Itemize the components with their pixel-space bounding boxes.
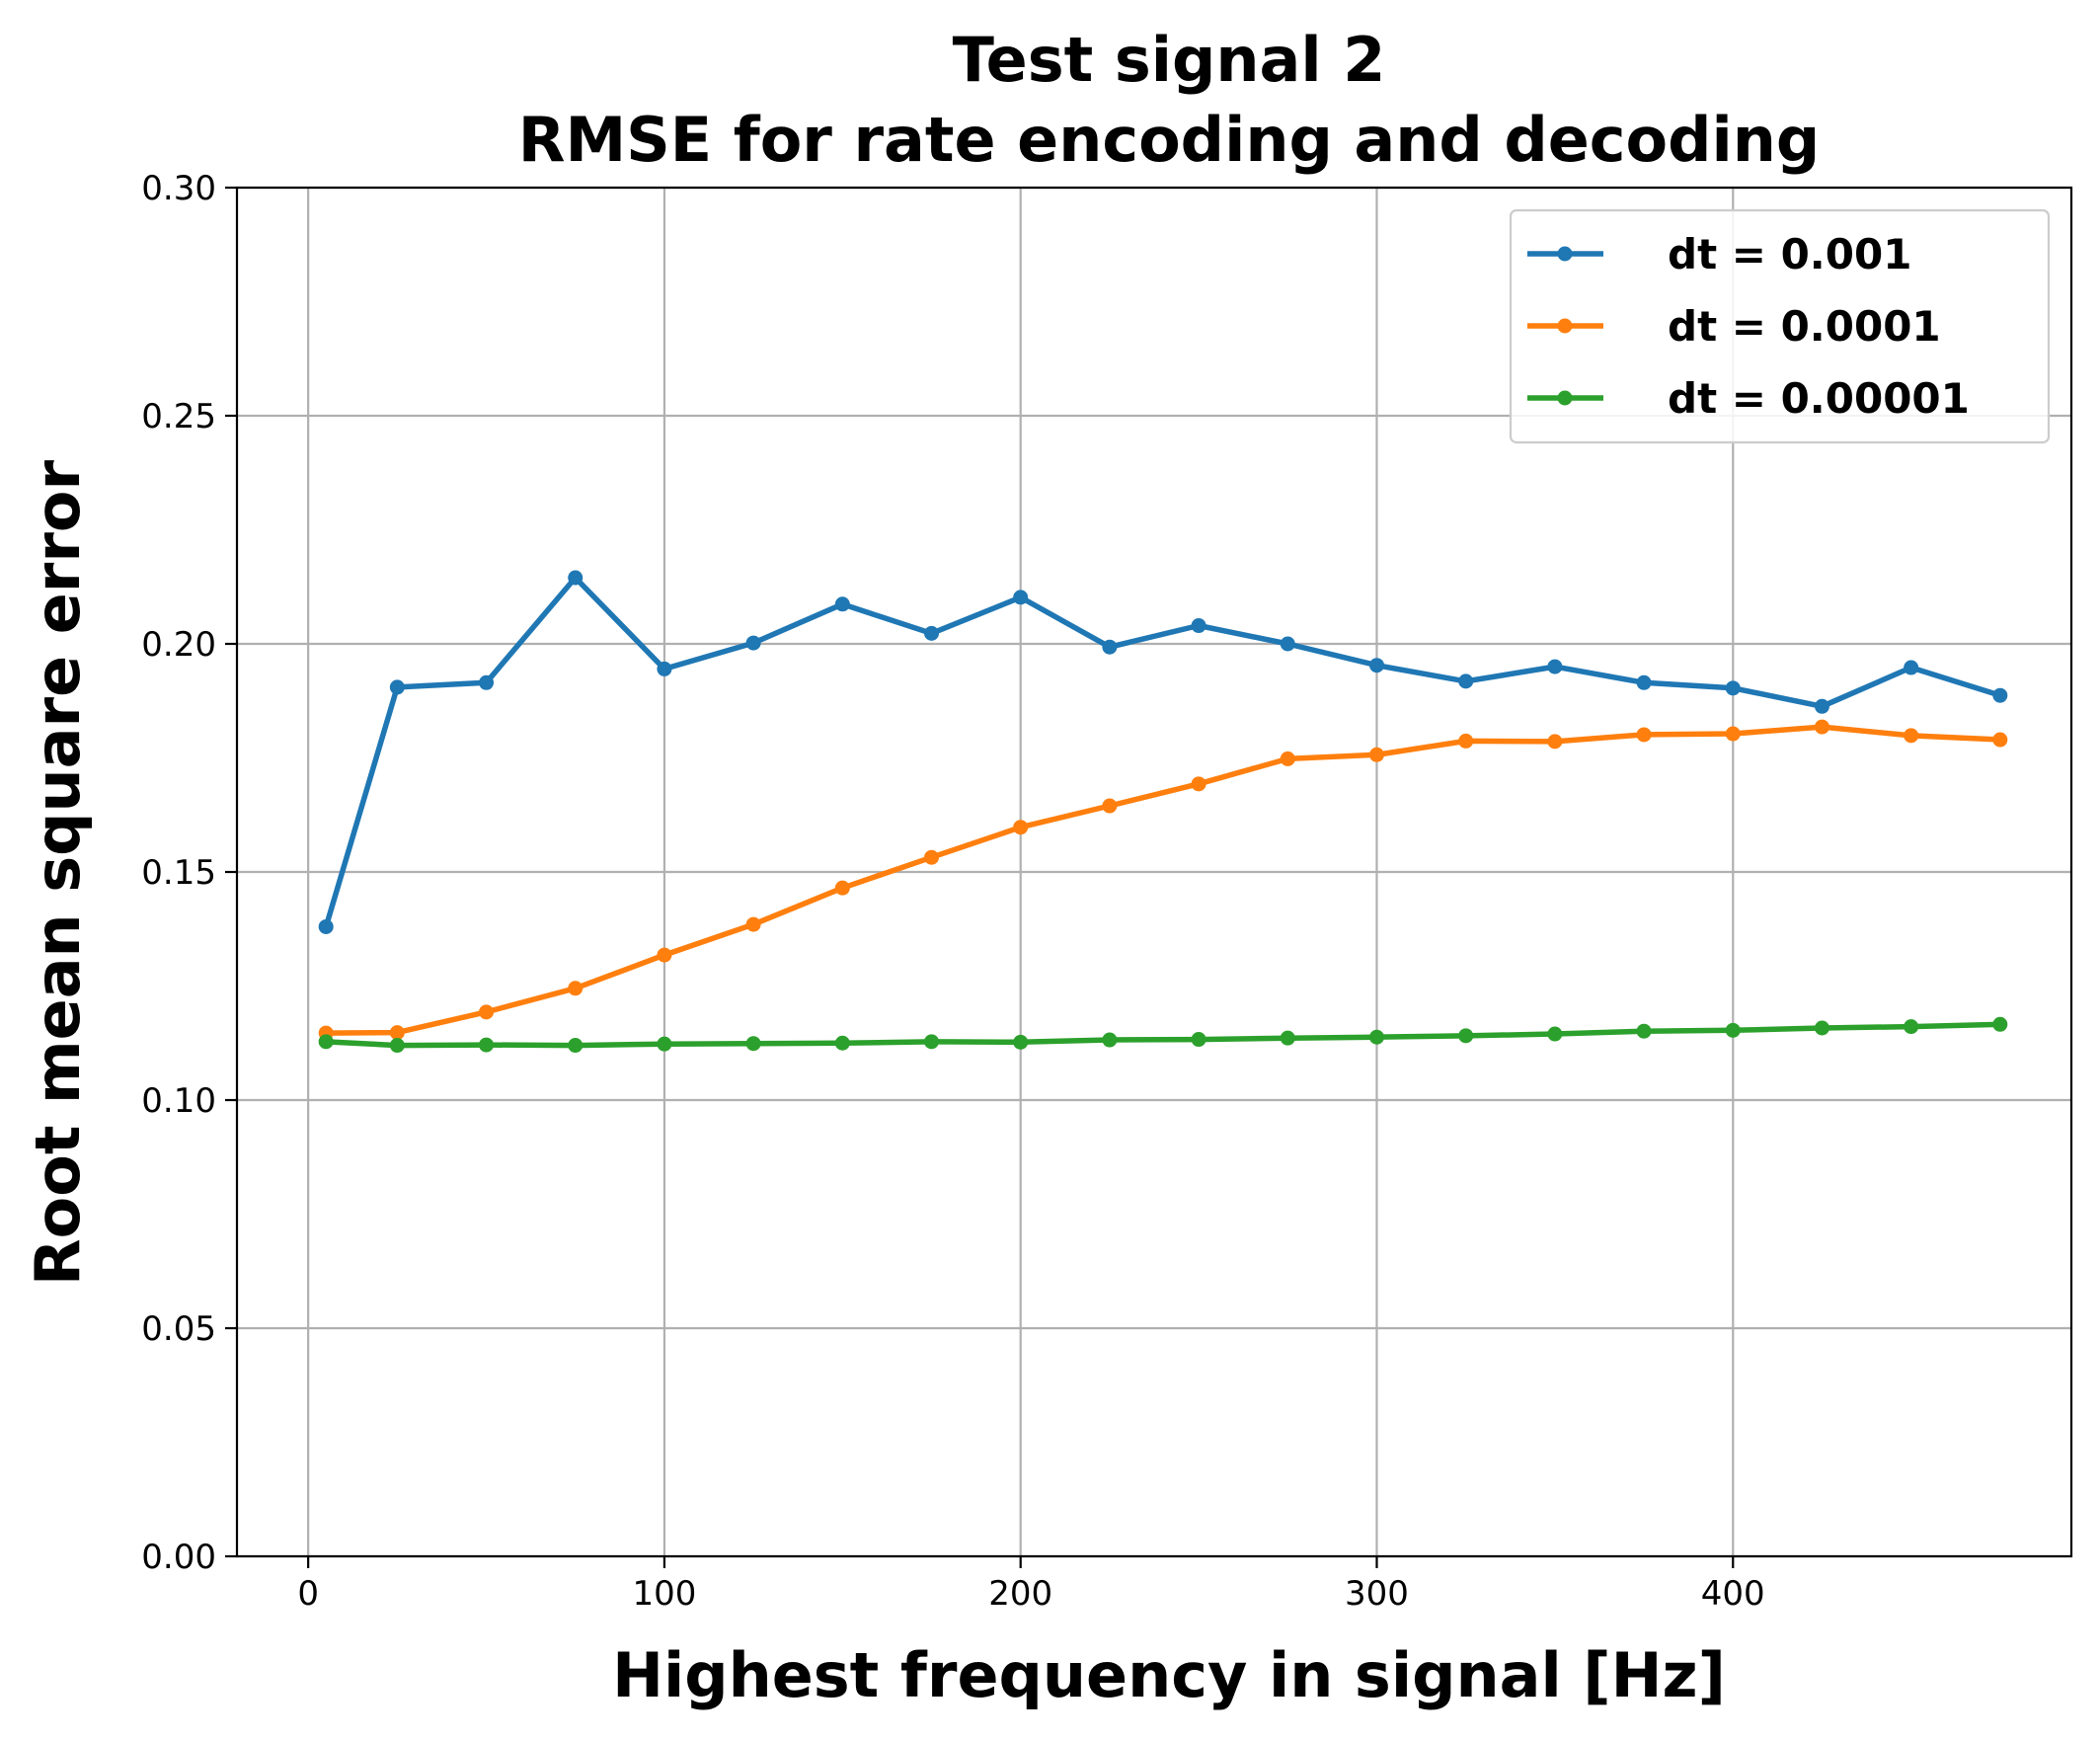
data-point-2-6 xyxy=(834,1035,850,1051)
y-tick-label-4: 0.20 xyxy=(141,625,216,665)
data-point-2-18 xyxy=(1904,1019,1919,1035)
data-point-0-9 xyxy=(1102,639,1118,655)
data-point-1-16 xyxy=(1725,726,1741,742)
axes xyxy=(225,186,2073,1568)
data-point-2-3 xyxy=(568,1038,583,1054)
data-point-2-4 xyxy=(657,1036,672,1052)
data-point-1-8 xyxy=(1013,820,1029,835)
legend-label-2: dt = 0.00001 xyxy=(1668,374,1970,423)
data-point-1-10 xyxy=(1191,776,1206,792)
data-point-1-15 xyxy=(1636,727,1652,743)
data-point-1-18 xyxy=(1904,728,1919,744)
series-line-2 xyxy=(323,1021,2003,1049)
data-point-2-9 xyxy=(1102,1032,1118,1048)
data-point-1-6 xyxy=(834,880,850,896)
data-point-1-1 xyxy=(389,1025,405,1041)
data-point-2-16 xyxy=(1725,1022,1741,1038)
data-point-2-19 xyxy=(1992,1016,2008,1032)
data-point-0-5 xyxy=(745,635,761,651)
series-1 xyxy=(318,719,2008,1041)
y-tick-label-5: 0.25 xyxy=(141,397,216,436)
data-point-0-4 xyxy=(657,661,672,676)
legend-marker-1 xyxy=(1557,318,1573,334)
data-point-0-7 xyxy=(924,625,940,641)
series-lines xyxy=(318,570,2008,1054)
data-point-0-13 xyxy=(1458,673,1474,689)
data-point-0-15 xyxy=(1636,674,1652,690)
data-point-2-5 xyxy=(745,1036,761,1052)
data-point-0-6 xyxy=(834,596,850,612)
x-tick-label-3: 300 xyxy=(1345,1574,1409,1614)
x-tick-label-1: 100 xyxy=(632,1574,696,1614)
data-point-1-13 xyxy=(1458,733,1474,749)
data-point-0-8 xyxy=(1013,590,1029,605)
x-tick-label-4: 400 xyxy=(1701,1574,1765,1614)
data-point-0-3 xyxy=(568,570,583,586)
y-axis-label: Root mean square error xyxy=(22,459,94,1286)
data-point-2-10 xyxy=(1191,1032,1206,1048)
legend-label-1: dt = 0.0001 xyxy=(1668,302,1941,351)
data-point-0-17 xyxy=(1814,698,1829,714)
legend-marker-0 xyxy=(1557,246,1573,262)
data-point-0-2 xyxy=(479,674,495,690)
data-point-1-12 xyxy=(1368,747,1384,762)
data-point-0-18 xyxy=(1904,660,1919,675)
data-point-0-12 xyxy=(1368,658,1384,673)
y-tick-label-3: 0.15 xyxy=(141,853,216,893)
data-point-2-1 xyxy=(389,1038,405,1054)
data-point-1-7 xyxy=(924,849,940,865)
data-point-2-8 xyxy=(1013,1034,1029,1050)
x-tick-label-2: 200 xyxy=(988,1574,1052,1614)
data-point-2-7 xyxy=(924,1034,940,1050)
chart-title-line1: Test signal 2 xyxy=(953,24,1386,96)
data-point-1-2 xyxy=(479,1004,495,1020)
y-tick-label-6: 0.30 xyxy=(141,169,216,208)
data-point-2-14 xyxy=(1547,1026,1563,1042)
data-point-0-19 xyxy=(1992,687,2008,703)
data-point-1-17 xyxy=(1814,719,1829,735)
series-line-1 xyxy=(323,724,2003,1036)
data-point-0-16 xyxy=(1725,680,1741,696)
data-point-2-15 xyxy=(1636,1023,1652,1039)
data-point-1-5 xyxy=(745,916,761,932)
x-axis-label: Highest frequency in signal [Hz] xyxy=(612,1639,1726,1711)
data-point-0-11 xyxy=(1280,636,1295,652)
data-point-2-11 xyxy=(1280,1030,1295,1046)
series-0 xyxy=(318,570,2008,934)
data-point-0-0 xyxy=(318,918,334,934)
data-point-1-19 xyxy=(1992,732,2008,748)
x-tick-label-0: 0 xyxy=(297,1574,319,1614)
data-point-1-3 xyxy=(568,981,583,996)
legend: dt = 0.001 dt = 0.0001 dt = 0.00001 xyxy=(1509,208,2051,444)
series-line-0 xyxy=(322,575,2004,930)
data-point-0-14 xyxy=(1547,659,1563,674)
y-tick-label-1: 0.05 xyxy=(141,1309,216,1349)
legend-box xyxy=(1509,208,2051,444)
data-point-2-0 xyxy=(318,1034,334,1050)
data-point-1-11 xyxy=(1280,751,1295,766)
data-point-2-12 xyxy=(1368,1029,1384,1045)
data-point-1-9 xyxy=(1102,798,1118,814)
legend-label-0: dt = 0.001 xyxy=(1668,230,1911,278)
data-point-2-2 xyxy=(479,1037,495,1053)
legend-marker-2 xyxy=(1557,390,1573,406)
series-2 xyxy=(318,1016,2008,1054)
data-point-1-4 xyxy=(657,947,672,963)
y-tick-label-2: 0.10 xyxy=(141,1081,216,1121)
data-point-2-13 xyxy=(1458,1028,1474,1044)
tick-labels: 0 100 200 300 400 0.00 0.05 0.10 0.15 0.20 0.25 0.3… xyxy=(141,169,1764,1614)
data-point-2-17 xyxy=(1814,1020,1829,1036)
data-point-1-14 xyxy=(1547,734,1563,750)
data-point-0-10 xyxy=(1191,618,1206,634)
data-point-0-1 xyxy=(389,679,405,695)
y-tick-label-0: 0.00 xyxy=(141,1538,216,1577)
chart-title-line2: RMSE for rate encoding and decoding xyxy=(518,104,1821,176)
